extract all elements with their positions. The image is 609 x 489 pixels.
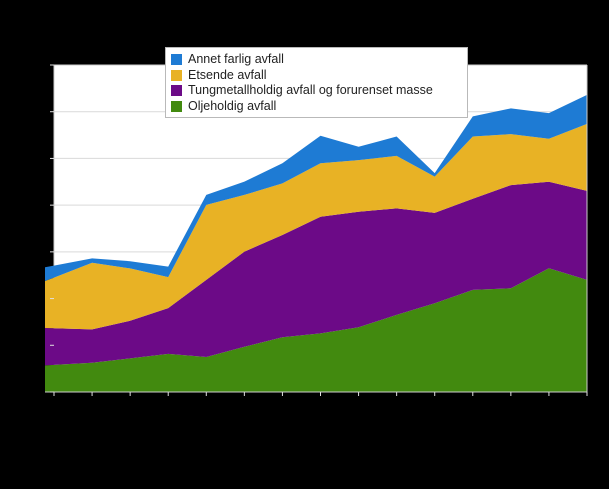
area-oljeholdig <box>45 268 587 392</box>
legend-label: Annet farlig avfall <box>188 52 284 66</box>
legend-item: Oljeholdig avfall <box>171 99 462 115</box>
legend-item: Tungmetallholdig avfall og forurenset ma… <box>171 83 462 99</box>
legend-item: Etsende avfall <box>171 68 462 84</box>
stacked-areas <box>45 94 587 392</box>
legend-swatch-annet-icon <box>171 54 182 66</box>
area-annet <box>45 94 587 282</box>
legend-label: Tungmetallholdig avfall og forurenset ma… <box>188 83 433 97</box>
legend-swatch-tungmetall-icon <box>171 85 182 97</box>
axis-frame-front <box>45 65 588 393</box>
x-axis-ticks <box>53 392 588 396</box>
area-etsende <box>45 123 587 330</box>
legend-item: Annet farlig avfall <box>171 52 462 68</box>
chart-legend: Annet farlig avfall Etsende avfall Tungm… <box>165 47 468 118</box>
legend-label: Etsende avfall <box>188 67 267 82</box>
area-tungmetall <box>45 181 587 366</box>
legend-label: Oljeholdig avfall <box>188 98 277 113</box>
legend-swatch-oljeholdig-icon <box>171 100 182 112</box>
legend-swatch-etsende-icon <box>171 69 182 81</box>
y-axis-ticks <box>50 64 54 393</box>
